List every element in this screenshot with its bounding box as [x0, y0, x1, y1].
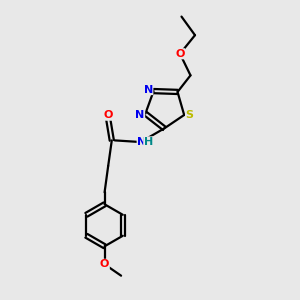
- Text: N: N: [144, 85, 153, 94]
- Text: N: N: [137, 137, 146, 147]
- Text: H: H: [144, 137, 153, 147]
- Text: N: N: [135, 110, 145, 120]
- Text: S: S: [186, 110, 194, 120]
- Text: O: O: [103, 110, 113, 120]
- Text: O: O: [100, 259, 109, 269]
- Text: O: O: [175, 49, 185, 59]
